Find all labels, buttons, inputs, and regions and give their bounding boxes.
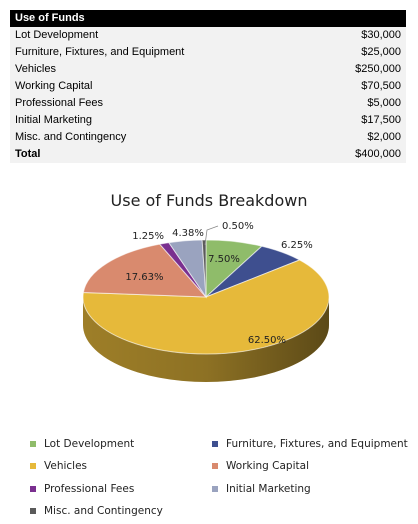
pie-chart: 7.50% 6.25% 62.50% 17.63% 1.25% 4.38% 0.50% bbox=[82, 221, 330, 382]
total-label: Total bbox=[15, 148, 41, 160]
legend-item: Furniture, Fixtures, and Equipment bbox=[212, 438, 408, 450]
data-label: 0.50% bbox=[222, 221, 254, 232]
row-amount: $250,000 bbox=[355, 63, 401, 75]
legend-label: Vehicles bbox=[44, 460, 88, 472]
data-label: 62.50% bbox=[248, 335, 286, 346]
table-row: Initial Marketing $17,500 bbox=[10, 112, 406, 129]
data-label: 4.38% bbox=[172, 228, 204, 239]
table-row: Vehicles $250,000 bbox=[10, 61, 406, 78]
legend-label: Working Capital bbox=[226, 460, 309, 472]
row-amount: $30,000 bbox=[361, 29, 401, 41]
legend-swatch bbox=[212, 463, 218, 469]
legend-label: Lot Development bbox=[44, 438, 135, 450]
table-total-row: Total $400,000 bbox=[10, 146, 406, 163]
table-row: Working Capital $70,500 bbox=[10, 78, 406, 95]
legend-swatch bbox=[30, 463, 36, 469]
legend-item: Working Capital bbox=[212, 460, 309, 472]
row-amount: $2,000 bbox=[367, 131, 401, 143]
table-header: Use of Funds bbox=[10, 10, 406, 27]
legend-item: Lot Development bbox=[30, 438, 134, 450]
pie-slice bbox=[82, 259, 330, 355]
row-amount: $17,500 bbox=[361, 114, 401, 126]
data-label: 1.25% bbox=[132, 231, 164, 242]
data-label: 6.25% bbox=[281, 240, 313, 251]
legend-item: Vehicles bbox=[30, 460, 87, 472]
row-amount: $25,000 bbox=[361, 46, 401, 58]
legend-item: Initial Marketing bbox=[212, 483, 311, 495]
legend-swatch bbox=[30, 441, 36, 447]
row-amount: $5,000 bbox=[367, 97, 401, 109]
legend-swatch bbox=[30, 486, 36, 492]
total-amount: $400,000 bbox=[355, 148, 401, 160]
row-label: Vehicles bbox=[15, 63, 56, 75]
table-row: Lot Development $30,000 bbox=[10, 27, 406, 44]
legend-label: Furniture, Fixtures, and Equipment bbox=[226, 438, 408, 450]
legend-item: Misc. and Contingency bbox=[30, 505, 163, 517]
chart-title: Use of Funds Breakdown bbox=[110, 191, 308, 210]
legend-item: Professional Fees bbox=[30, 483, 134, 495]
row-label: Misc. and Contingency bbox=[15, 131, 127, 143]
use-of-funds-table: Use of Funds Lot Development $30,000 Fur… bbox=[10, 10, 406, 163]
row-label: Working Capital bbox=[15, 80, 93, 92]
data-label: 7.50% bbox=[208, 254, 240, 265]
table-row: Furniture, Fixtures, and Equipment $25,0… bbox=[10, 44, 406, 61]
table-row: Professional Fees $5,000 bbox=[10, 95, 406, 112]
legend-swatch bbox=[212, 486, 218, 492]
row-label: Initial Marketing bbox=[15, 114, 93, 126]
row-label: Furniture, Fixtures, and Equipment bbox=[15, 46, 185, 58]
data-label: 17.63% bbox=[125, 272, 163, 283]
legend-swatch bbox=[30, 508, 36, 514]
legend-swatch bbox=[212, 441, 218, 447]
legend-label: Professional Fees bbox=[44, 483, 135, 495]
pie-slice bbox=[82, 243, 208, 298]
pie-slice-side-shade bbox=[83, 297, 329, 382]
row-label: Lot Development bbox=[15, 29, 99, 41]
legend-label: Misc. and Contingency bbox=[44, 505, 163, 517]
row-label: Professional Fees bbox=[15, 97, 104, 109]
table-row: Misc. and Contingency $2,000 bbox=[10, 129, 406, 146]
legend-label: Initial Marketing bbox=[226, 483, 311, 495]
leader-line bbox=[204, 225, 219, 246]
row-amount: $70,500 bbox=[361, 80, 401, 92]
